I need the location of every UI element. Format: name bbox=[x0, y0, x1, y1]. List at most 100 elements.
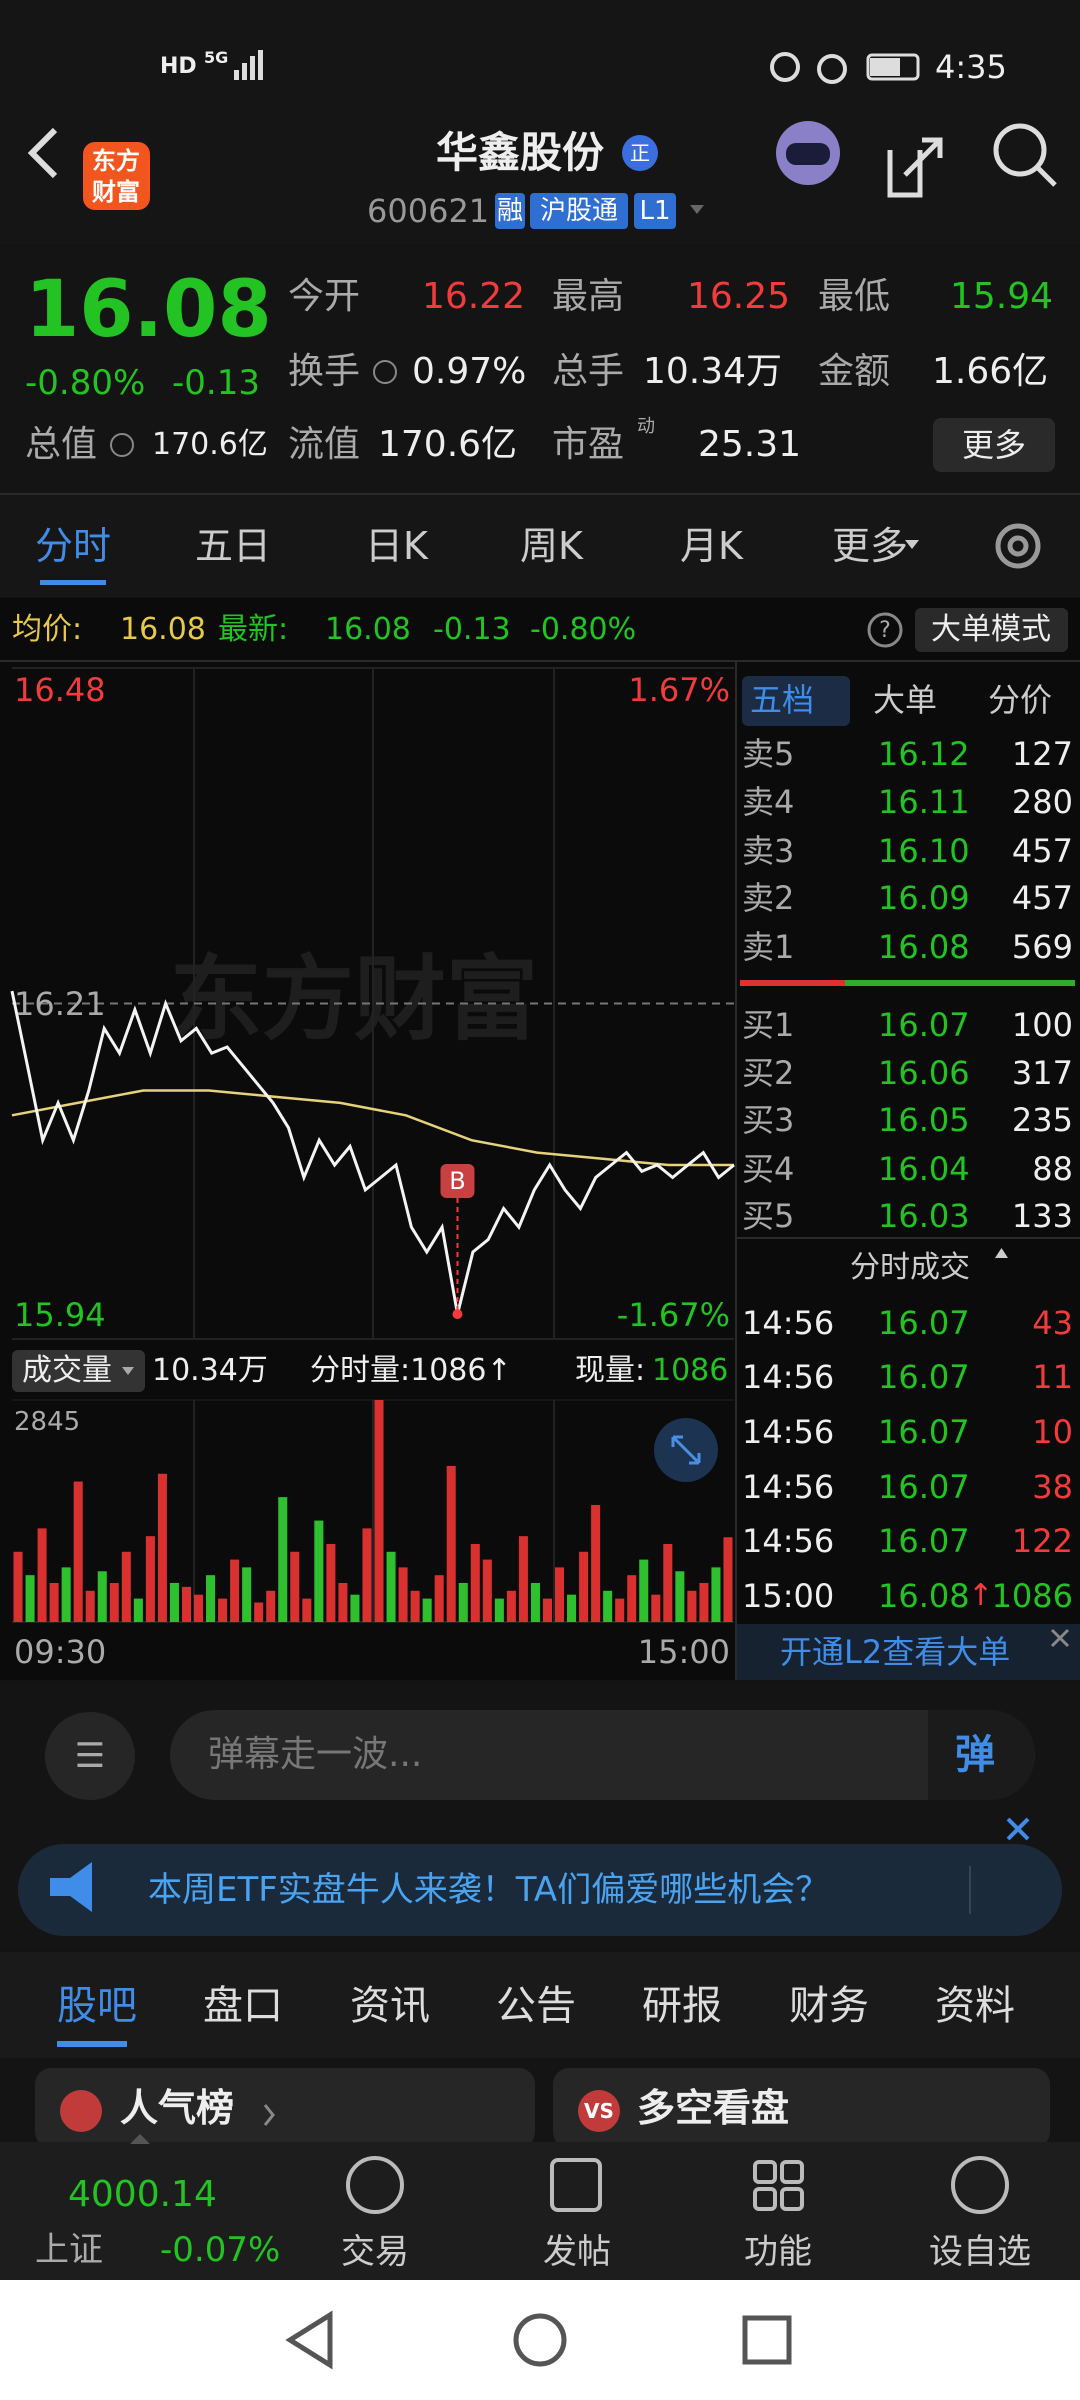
help[interactable]: ? bbox=[879, 618, 891, 643]
stat-label: 最高 bbox=[552, 276, 625, 317]
period-tab[interactable]: 分时 bbox=[35, 524, 112, 568]
more-button-bg[interactable] bbox=[933, 418, 1055, 472]
period-tab[interactable]: 月K bbox=[680, 524, 743, 568]
dropdown[interactable] bbox=[690, 205, 704, 214]
danmaku-input[interactable] bbox=[170, 1710, 1035, 1800]
card-title[interactable]: 人气榜 bbox=[120, 2086, 235, 2130]
sys-back[interactable] bbox=[285, 2310, 333, 2370]
banner-bg[interactable] bbox=[18, 1844, 1062, 1936]
nav-item[interactable]: 功能 bbox=[744, 2232, 812, 2272]
trade-time: 14:56 bbox=[742, 1468, 835, 1506]
more-button[interactable]: 更多 bbox=[961, 426, 1027, 464]
help-icon[interactable] bbox=[867, 612, 903, 648]
pct-label: 1.67% bbox=[628, 671, 730, 709]
book-label: 卖1 bbox=[742, 928, 795, 966]
volume-bar bbox=[350, 1594, 360, 1622]
l2-close[interactable] bbox=[1050, 1628, 1070, 1648]
card[interactable] bbox=[553, 2068, 1050, 2148]
watch-icon[interactable] bbox=[951, 2156, 1009, 2214]
index-name[interactable]: 上证 bbox=[35, 2230, 103, 2270]
trade-volume: 10 bbox=[1032, 1413, 1073, 1451]
volume-bar bbox=[290, 1551, 300, 1622]
tick-volume: 分时量:1086↑ bbox=[310, 1353, 512, 1388]
danmaku-icon[interactable]: ☰ bbox=[74, 1736, 106, 1776]
l2-promo[interactable]: 开通L2查看大单 bbox=[780, 1633, 1011, 1671]
mode-button[interactable]: 大单模式 bbox=[931, 612, 1051, 647]
trade-time: 14:56 bbox=[742, 1413, 835, 1451]
card-title[interactable]: 多空看盘 bbox=[637, 2086, 790, 2130]
index-change[interactable]: -0.07% bbox=[160, 2230, 281, 2270]
index-value[interactable]: 4000.14 bbox=[68, 2174, 217, 2215]
book-tab[interactable]: 分价 bbox=[988, 681, 1053, 719]
period-tab[interactable]: 周K bbox=[520, 524, 583, 568]
clock: 4:35 bbox=[935, 48, 1007, 86]
mode-button-bg[interactable] bbox=[915, 608, 1068, 652]
book-price: 16.09 bbox=[878, 879, 970, 917]
nav-item[interactable]: 设自选 bbox=[929, 2232, 1031, 2272]
volume-bar bbox=[603, 1590, 613, 1622]
info-icon bbox=[373, 360, 397, 384]
stat-value: 10.34万 bbox=[643, 351, 783, 392]
section-tab[interactable]: 研报 bbox=[642, 1983, 722, 2029]
stat-label: 总值 bbox=[25, 424, 98, 465]
dropdown[interactable] bbox=[905, 540, 919, 549]
volume-bar bbox=[398, 1567, 408, 1622]
section-tab[interactable]: 盘口 bbox=[203, 1983, 283, 2029]
danmaku-icon-bg[interactable] bbox=[45, 1712, 135, 1800]
sys-home[interactable] bbox=[513, 2313, 567, 2367]
period-tab[interactable]: 日K bbox=[365, 524, 428, 568]
book-volume: 100 bbox=[1011, 1006, 1073, 1044]
func-icon[interactable] bbox=[753, 2160, 777, 2184]
volume-label[interactable]: 成交量 bbox=[22, 1353, 112, 1388]
nav-item[interactable]: 交易 bbox=[341, 2232, 409, 2272]
book-price: 16.12 bbox=[878, 735, 970, 773]
section-tab[interactable]: 股吧 bbox=[57, 1983, 137, 2029]
badge-bg bbox=[622, 135, 658, 171]
danmaku-button-bg[interactable] bbox=[928, 1710, 1035, 1800]
danmaku-button[interactable]: 弹 bbox=[955, 1732, 995, 1778]
logo-bg[interactable] bbox=[83, 142, 150, 210]
book-tab[interactable]: 五档 bbox=[750, 681, 815, 719]
section-tab[interactable]: 财务 bbox=[789, 1983, 869, 2029]
rank-icon bbox=[60, 2090, 102, 2132]
sort-icon[interactable] bbox=[995, 1248, 1008, 1258]
volume-bar bbox=[434, 1575, 444, 1622]
last-price: 16.08 bbox=[325, 612, 411, 647]
back-icon[interactable] bbox=[27, 127, 58, 179]
trade-volume: 1086 bbox=[991, 1577, 1073, 1615]
search-icon[interactable] bbox=[993, 123, 1047, 177]
sys-recent[interactable] bbox=[742, 2315, 792, 2365]
stock-code: 600621 bbox=[367, 192, 490, 230]
post-icon[interactable] bbox=[550, 2158, 602, 2212]
dropdown[interactable] bbox=[122, 1367, 134, 1375]
section-tab[interactable]: 资讯 bbox=[350, 1983, 430, 2029]
volume-bar bbox=[482, 1559, 492, 1622]
trades-title[interactable]: 分时成交 bbox=[850, 1250, 970, 1285]
book-volume: 88 bbox=[1032, 1150, 1073, 1188]
volume-bar bbox=[651, 1594, 661, 1622]
share-icon[interactable] bbox=[887, 137, 943, 198]
card[interactable] bbox=[35, 2068, 535, 2148]
volume-label-bg[interactable] bbox=[12, 1350, 145, 1392]
book-price: 16.05 bbox=[878, 1101, 970, 1139]
volume-bar bbox=[494, 1598, 504, 1622]
section-tab[interactable]: 资料 bbox=[935, 1983, 1015, 2029]
volume-bar bbox=[278, 1497, 288, 1622]
gear-icon[interactable] bbox=[995, 523, 1041, 569]
banner-close[interactable] bbox=[1006, 1817, 1030, 1841]
trade-icon[interactable] bbox=[346, 2156, 404, 2214]
section-tab[interactable]: 公告 bbox=[496, 1983, 576, 2029]
banner-text[interactable]: 本周ETF实盘牛人来袭！TA们偏爱哪些机会？ bbox=[148, 1870, 830, 1910]
volume-bar bbox=[230, 1559, 240, 1622]
stat-value: 15.94 bbox=[950, 276, 1054, 317]
danmaku-placeholder[interactable]: 弹幕走一波... bbox=[208, 1734, 423, 1775]
trade-arrow: ↑ bbox=[968, 1578, 994, 1613]
book-tab[interactable]: 大单 bbox=[873, 681, 938, 719]
book-label: 买5 bbox=[742, 1197, 795, 1235]
vs-icon-bg bbox=[578, 2090, 620, 2132]
period-tab[interactable]: 五日 bbox=[195, 524, 272, 568]
nav-item[interactable]: 发帖 bbox=[543, 2232, 611, 2272]
period-tab[interactable]: 更多 bbox=[832, 524, 909, 568]
volume-bar bbox=[723, 1537, 733, 1622]
